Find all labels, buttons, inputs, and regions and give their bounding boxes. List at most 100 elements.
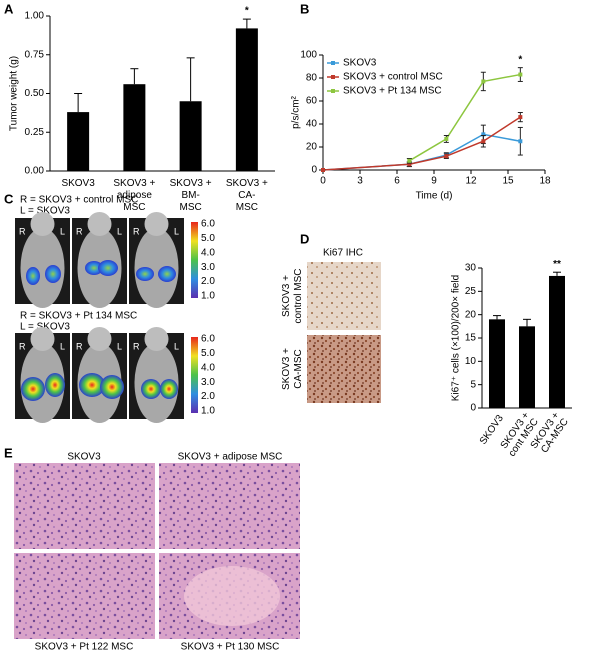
y-axis-label: p/s/cm²	[291, 95, 302, 128]
y-tick-label: 40	[306, 119, 318, 130]
side-label: L	[60, 226, 65, 236]
colorbar-tick-label: 2.0	[201, 391, 215, 402]
mouse-head	[144, 327, 169, 351]
colorbar-tick-label: 1.0	[201, 406, 215, 417]
error-bar	[130, 68, 139, 85]
ihc-image	[307, 335, 381, 403]
colorbar-tick-label: 5.0	[201, 348, 215, 359]
significance: *	[245, 6, 249, 17]
side-label: L	[174, 341, 179, 351]
x-tick-label: SKOV3 +CA-MSC	[226, 178, 268, 213]
colorbar-tick-label: 3.0	[201, 377, 215, 388]
mouse-head	[30, 327, 55, 351]
signal-blob	[136, 267, 154, 281]
marker	[518, 115, 523, 120]
signal-blob	[45, 265, 61, 283]
marker	[444, 136, 449, 141]
colorbar-tick-label: 2.0	[201, 276, 215, 287]
row-label-line: control MSC	[293, 268, 304, 323]
y-tick-label: 30	[465, 263, 477, 274]
colorbar-tick-label: 4.0	[201, 362, 215, 373]
side-label: R	[133, 226, 140, 236]
panel-letter: E	[4, 445, 13, 460]
marker	[407, 158, 412, 163]
y-axis-label: Ki67⁺ cells (×100)/200× field	[451, 275, 462, 401]
x-tick-label: 15	[502, 176, 514, 187]
mouse-head	[30, 212, 55, 236]
x-tick-label-line: MSC	[180, 202, 202, 213]
marker	[518, 72, 523, 77]
panel-letter: A	[4, 1, 14, 16]
mouse-head	[87, 212, 112, 236]
y-tick-label: 0.75	[25, 49, 45, 60]
y-tick-label: 0	[470, 403, 476, 414]
significance: **	[553, 259, 561, 270]
y-tick-label: 20	[306, 142, 318, 153]
signal-blob	[79, 373, 105, 397]
histology-image	[14, 553, 155, 639]
histology-image	[14, 463, 155, 549]
legend-marker	[331, 75, 335, 79]
y-axis-label: Tumor weight (g)	[9, 56, 20, 131]
y-tick-label: 0.50	[25, 88, 45, 99]
y-tick-label: 10	[465, 356, 477, 367]
x-tick-label: SKOV3 +CA-MSC	[528, 410, 570, 457]
marker	[518, 139, 523, 144]
x-tick-label: 6	[394, 176, 400, 187]
side-label: R	[19, 226, 26, 236]
marker	[407, 162, 412, 167]
colorbar-tick-label: 4.0	[201, 247, 215, 258]
legend-marker	[331, 89, 335, 93]
y-tick-label: 100	[300, 50, 317, 61]
panel-letter: D	[300, 231, 309, 246]
signal-blob	[160, 379, 178, 399]
x-tick-label: SKOV3 + adipose MSC	[113, 178, 155, 213]
signal-blob	[158, 266, 176, 282]
y-tick-label: 0	[311, 165, 317, 176]
bar	[549, 275, 565, 408]
signal-blob	[21, 377, 45, 401]
row-label: L = SKOV3	[20, 206, 70, 217]
image-caption: SKOV3 + Pt 130 MSC	[181, 642, 280, 653]
necrosis-area	[184, 566, 280, 626]
marker	[481, 139, 486, 144]
panel-letter: B	[300, 1, 309, 16]
row-label: SKOV3 +CA-MSC	[281, 348, 304, 390]
side-label: L	[117, 341, 122, 351]
histology-image	[159, 463, 300, 549]
y-tick-label: 60	[306, 96, 318, 107]
legend-label: SKOV3	[343, 58, 377, 69]
series-line	[322, 133, 521, 171]
row-label: R = SKOV3 + control MSC	[20, 195, 138, 206]
signal-blob	[45, 373, 65, 397]
bar	[235, 28, 258, 172]
side-label: R	[76, 341, 83, 351]
image-caption: SKOV3	[67, 452, 101, 463]
marker	[444, 154, 449, 159]
x-tick-label-line: BM-	[181, 190, 199, 201]
error-bar	[242, 18, 251, 29]
colorbar-tick-label: 5.0	[201, 233, 215, 244]
image-caption: SKOV3 + Pt 122 MSC	[35, 642, 134, 653]
x-tick-label-line: SKOV3 +	[170, 178, 212, 189]
y-tick-label: 0.25	[25, 127, 45, 138]
side-label: L	[174, 226, 179, 236]
signal-blob	[98, 260, 118, 276]
side-label: R	[133, 341, 140, 351]
panel-letters: A B C D E	[4, 1, 309, 460]
side-label: R	[76, 226, 83, 236]
row-label: SKOV3 +control MSC	[281, 268, 304, 323]
series-line	[322, 116, 521, 171]
legend-label: SKOV3 + control MSC	[343, 72, 443, 83]
signal-blob	[26, 267, 40, 285]
colorbar-tick-label: 6.0	[201, 334, 215, 345]
x-tick-label: 3	[357, 176, 363, 187]
x-tick-label: 0	[320, 176, 326, 187]
bar	[489, 319, 505, 408]
row-label: L = SKOV3	[20, 322, 70, 333]
error-bar	[186, 57, 195, 102]
marker	[481, 132, 486, 137]
mouse-head	[87, 327, 112, 351]
row-label: R = SKOV3 + Pt 134 MSC	[20, 311, 137, 322]
